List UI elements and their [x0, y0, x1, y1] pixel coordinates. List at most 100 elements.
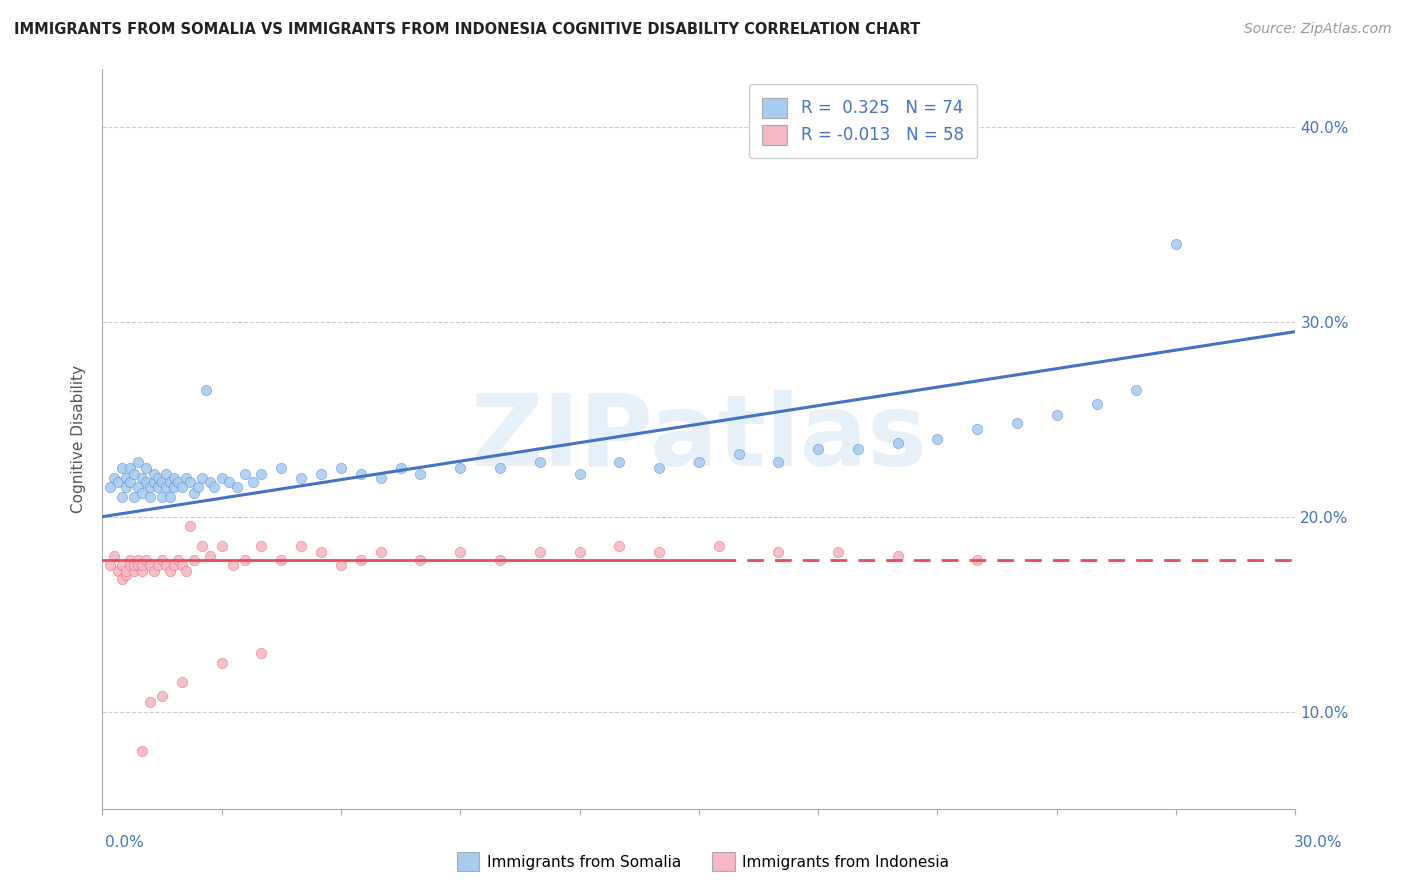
Point [250, 467, 273, 481]
Point [131, 558, 153, 573]
Point [122, 490, 145, 504]
Point [218, 475, 240, 489]
Point [127, 481, 149, 495]
Point [111, 490, 134, 504]
Point [370, 545, 392, 559]
Point [163, 481, 186, 495]
Point [250, 539, 273, 553]
Point [183, 486, 205, 500]
Point [846, 442, 869, 456]
Y-axis label: Cognitive Disability: Cognitive Disability [72, 365, 86, 513]
Point [118, 552, 141, 566]
Point [688, 455, 710, 469]
Point [183, 552, 205, 566]
Point [235, 467, 257, 481]
Point [568, 545, 591, 559]
Point [127, 558, 149, 573]
Legend: Immigrants from Somalia, Immigrants from Indonesia: Immigrants from Somalia, Immigrants from… [450, 847, 956, 877]
Point [1005, 416, 1028, 430]
Point [174, 564, 197, 578]
Point [103, 549, 125, 563]
Point [139, 558, 162, 573]
Point [155, 467, 177, 481]
Point [163, 471, 186, 485]
Point [142, 475, 165, 489]
Point [648, 461, 671, 475]
Point [727, 447, 749, 461]
Point [309, 545, 332, 559]
Point [170, 675, 193, 690]
Point [370, 471, 392, 485]
Point [250, 646, 273, 660]
Point [607, 539, 630, 553]
Point [449, 545, 471, 559]
Text: IMMIGRANTS FROM SOMALIA VS IMMIGRANTS FROM INDONESIA COGNITIVE DISABILITY CORREL: IMMIGRANTS FROM SOMALIA VS IMMIGRANTS FR… [14, 22, 921, 37]
Point [135, 475, 157, 489]
Point [118, 475, 141, 489]
Point [179, 475, 201, 489]
Point [270, 552, 292, 566]
Point [170, 558, 193, 573]
Point [807, 442, 830, 456]
Point [146, 558, 169, 573]
Point [131, 564, 153, 578]
Point [211, 539, 233, 553]
Legend: R =  0.325   N = 74, R = -0.013   N = 58: R = 0.325 N = 74, R = -0.013 N = 58 [749, 84, 977, 158]
Point [179, 519, 201, 533]
Point [389, 461, 412, 475]
Point [155, 481, 177, 495]
Point [150, 490, 173, 504]
Point [202, 481, 225, 495]
Point [135, 552, 157, 566]
Point [166, 475, 188, 489]
Point [198, 549, 221, 563]
Point [115, 568, 138, 582]
Point [409, 552, 432, 566]
Point [886, 435, 908, 450]
Point [211, 656, 233, 670]
Point [131, 743, 153, 757]
Point [146, 471, 169, 485]
Point [118, 558, 141, 573]
Point [107, 564, 129, 578]
Point [329, 558, 352, 573]
Point [111, 461, 134, 475]
Point [211, 471, 233, 485]
Point [150, 689, 173, 703]
Point [159, 475, 181, 489]
Point [107, 475, 129, 489]
Point [1085, 397, 1108, 411]
Point [927, 432, 949, 446]
Point [115, 564, 138, 578]
Point [350, 467, 373, 481]
Point [489, 461, 512, 475]
Point [1125, 383, 1147, 397]
Point [150, 552, 173, 566]
Point [131, 486, 153, 500]
Text: Source: ZipAtlas.com: Source: ZipAtlas.com [1244, 22, 1392, 37]
Point [159, 564, 181, 578]
Point [648, 545, 671, 559]
Point [222, 558, 245, 573]
Point [827, 545, 849, 559]
Point [966, 422, 988, 436]
Point [166, 552, 188, 566]
Point [163, 558, 186, 573]
Point [568, 467, 591, 481]
Point [170, 481, 193, 495]
Point [111, 558, 134, 573]
Point [529, 455, 551, 469]
Point [290, 539, 312, 553]
Point [235, 552, 257, 566]
Point [350, 552, 373, 566]
Point [187, 481, 209, 495]
Point [115, 481, 138, 495]
Point [768, 455, 790, 469]
Point [139, 695, 162, 709]
Point [150, 475, 173, 489]
Point [449, 461, 471, 475]
Text: 0.0%: 0.0% [105, 836, 145, 850]
Point [1166, 236, 1188, 251]
Point [226, 481, 249, 495]
Point [190, 539, 212, 553]
